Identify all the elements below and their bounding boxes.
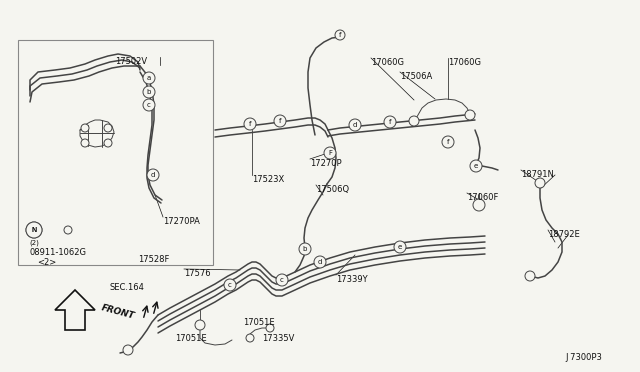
Text: J 7300P3: J 7300P3 [565, 353, 602, 362]
Circle shape [104, 124, 112, 132]
Text: 17523X: 17523X [252, 175, 284, 184]
Circle shape [349, 119, 361, 131]
Text: 08911-1062G: 08911-1062G [30, 248, 87, 257]
Circle shape [470, 160, 482, 172]
Text: 17506Q: 17506Q [316, 185, 349, 194]
Text: 18792E: 18792E [548, 230, 580, 239]
Circle shape [384, 116, 396, 128]
Text: FRONT: FRONT [100, 303, 136, 321]
Circle shape [224, 279, 236, 291]
Circle shape [409, 116, 419, 126]
Circle shape [394, 241, 406, 253]
Text: N: N [31, 227, 36, 233]
Circle shape [465, 110, 475, 120]
Text: e: e [474, 163, 478, 169]
Text: 17270P: 17270P [310, 159, 342, 168]
Text: b: b [147, 89, 151, 95]
Circle shape [81, 139, 89, 147]
Text: 17335V: 17335V [262, 334, 294, 343]
Text: a: a [147, 75, 151, 81]
Circle shape [246, 334, 254, 342]
Circle shape [123, 345, 133, 355]
Text: <2>: <2> [37, 258, 56, 267]
Text: b: b [303, 246, 307, 252]
Circle shape [147, 169, 159, 181]
Circle shape [143, 72, 155, 84]
Text: d: d [353, 122, 357, 128]
Text: 17576: 17576 [184, 269, 211, 278]
Text: 17060F: 17060F [467, 193, 499, 202]
Text: f: f [339, 32, 341, 38]
Text: c: c [147, 102, 151, 108]
Circle shape [64, 226, 72, 234]
Text: c: c [228, 282, 232, 288]
Circle shape [266, 324, 274, 332]
Text: F: F [328, 150, 332, 156]
Circle shape [335, 30, 345, 40]
Text: 18791N: 18791N [521, 170, 554, 179]
Circle shape [26, 222, 42, 238]
Text: 17060G: 17060G [371, 58, 404, 67]
Circle shape [324, 147, 336, 159]
Text: N: N [31, 227, 36, 233]
Circle shape [26, 222, 42, 238]
Bar [18, 40, 213, 265]
Text: 17051E: 17051E [175, 334, 207, 343]
Circle shape [442, 136, 454, 148]
Text: d: d [151, 172, 155, 178]
Circle shape [314, 256, 326, 268]
Text: f: f [279, 118, 281, 124]
Text: 17528F: 17528F [138, 255, 170, 264]
Text: e: e [398, 244, 402, 250]
Circle shape [525, 271, 535, 281]
Text: 17502V: 17502V [115, 57, 147, 66]
Text: f: f [447, 139, 449, 145]
Text: SEC.164: SEC.164 [110, 283, 145, 292]
Text: f: f [388, 119, 391, 125]
Circle shape [473, 199, 485, 211]
Text: 17051E: 17051E [243, 318, 275, 327]
Text: 17339Y: 17339Y [336, 275, 367, 284]
Circle shape [104, 139, 112, 147]
Text: f: f [249, 121, 252, 127]
Circle shape [244, 118, 256, 130]
Text: c: c [280, 277, 284, 283]
Circle shape [143, 99, 155, 111]
Text: 17060G: 17060G [448, 58, 481, 67]
Circle shape [195, 320, 205, 330]
Circle shape [276, 274, 288, 286]
Text: d: d [318, 259, 322, 265]
Circle shape [535, 178, 545, 188]
Text: (2): (2) [29, 240, 39, 247]
Text: 17506A: 17506A [400, 72, 432, 81]
Text: 17270PA: 17270PA [163, 217, 200, 226]
Circle shape [143, 86, 155, 98]
Circle shape [299, 243, 311, 255]
Circle shape [274, 115, 286, 127]
Circle shape [81, 124, 89, 132]
